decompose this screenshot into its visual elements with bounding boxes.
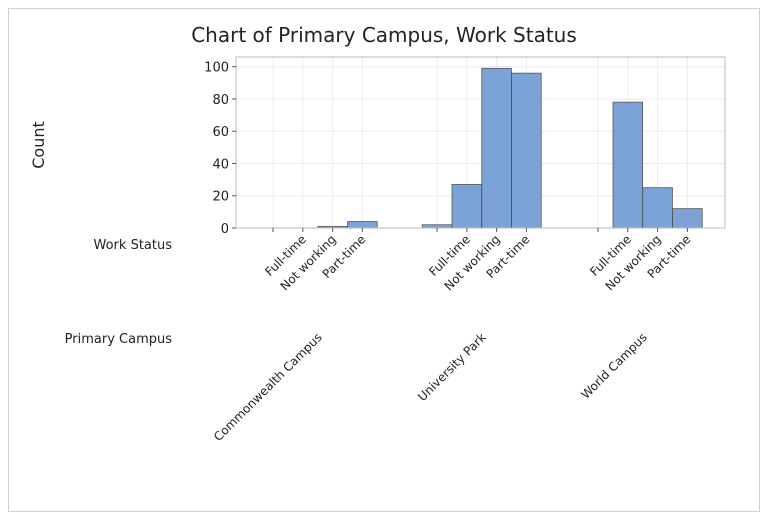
bar [347,221,378,229]
bar [672,208,703,229]
y-tick-label: 80 [212,93,229,108]
bar [612,101,644,229]
y-tick-label: 60 [212,125,229,140]
bar [511,72,542,229]
y-tick-label: 40 [212,157,229,172]
bar [481,67,512,229]
campus-tick-label: University Park [415,330,489,404]
bar [642,187,673,229]
bar [451,184,483,229]
chart-title: Chart of Primary Campus, Work Status [191,23,577,47]
primary-campus-label: Primary Campus [65,332,173,347]
y-tick-label: 20 [212,190,229,205]
chart-border [8,8,760,512]
plot-frame [235,56,726,229]
campus-tick-label: World Campus [578,330,649,401]
y-axis-label: Count [29,121,48,169]
work-status-label: Work Status [94,238,173,253]
y-tick-label: 100 [204,61,229,76]
campus-tick-label: Commonwealth Campus [211,330,325,444]
y-tick-label: 0 [221,222,229,237]
